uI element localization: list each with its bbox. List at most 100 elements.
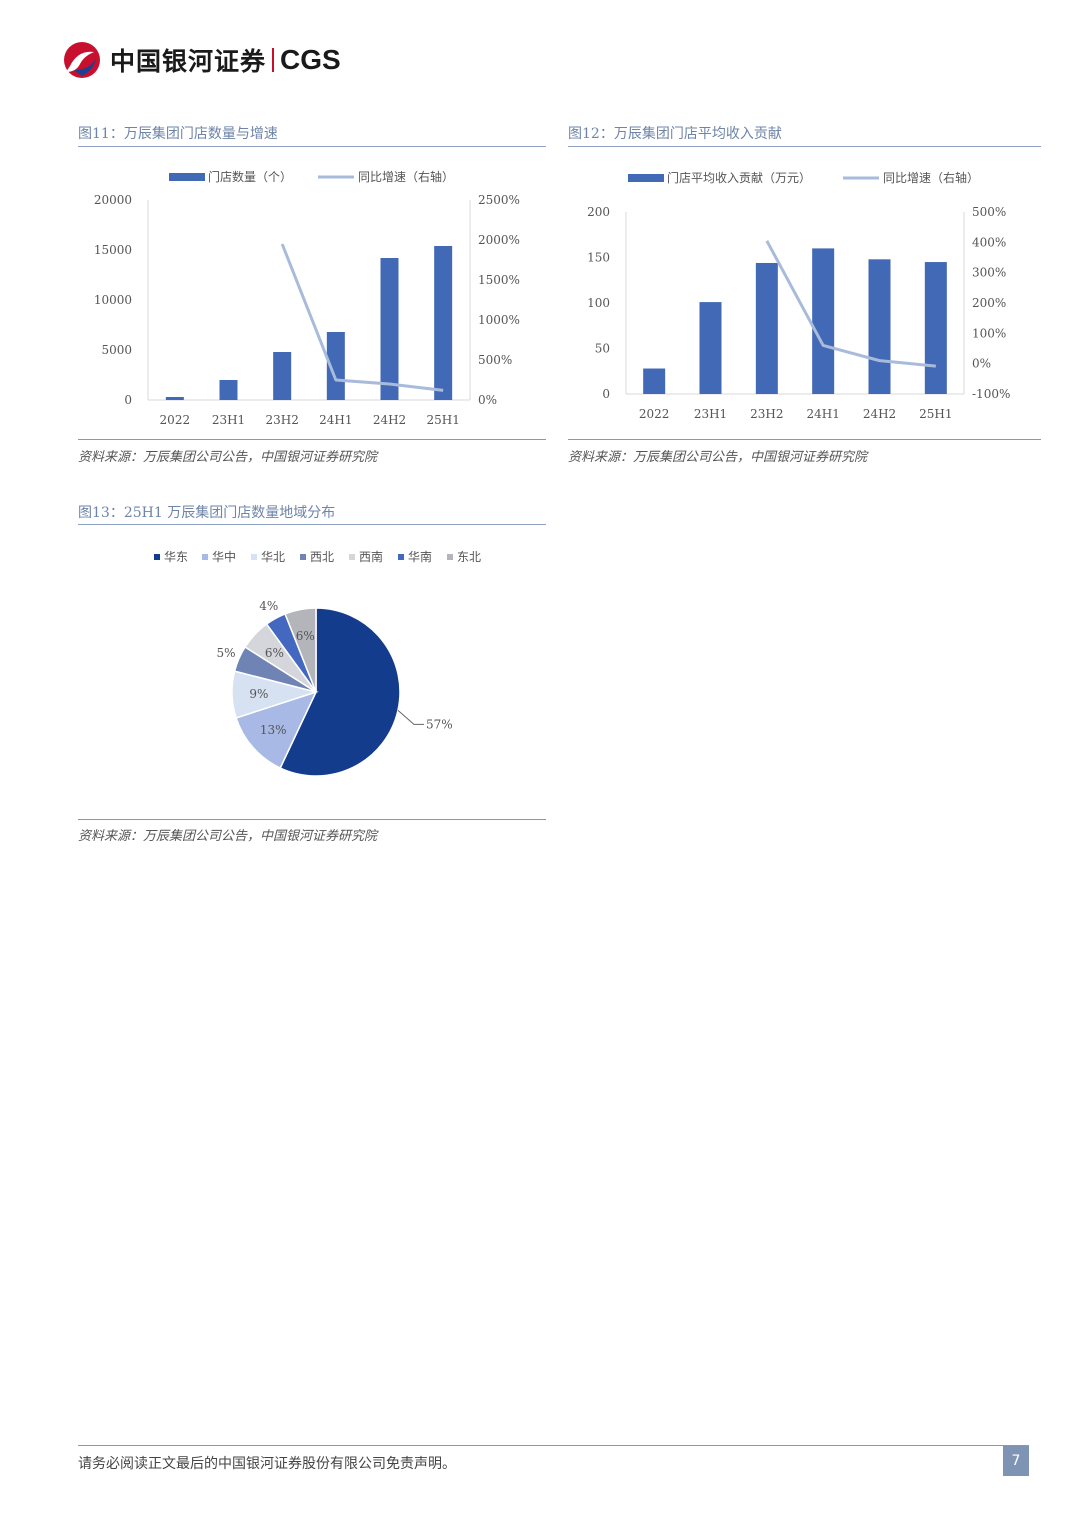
fig11-right-tick: 500% xyxy=(478,353,512,367)
fig13-legend-label: 东北 xyxy=(457,550,481,564)
fig11-right-tick: 2000% xyxy=(478,233,520,247)
fig13-pie-slice xyxy=(284,607,317,693)
fig13-legend-swatch xyxy=(202,554,208,560)
fig13-bottom-rule xyxy=(78,819,546,820)
page-number: 7 xyxy=(1003,1446,1029,1476)
header-logo: 中国银河证券 CGS xyxy=(60,40,341,80)
fig12-left-tick: 50 xyxy=(595,342,610,356)
fig12-bar xyxy=(812,248,835,394)
fig13-legend-label: 华南 xyxy=(408,549,432,564)
fig13-legend-label: 华中 xyxy=(212,549,236,564)
fig13-value-label: 13% xyxy=(260,723,287,737)
fig11-bar xyxy=(273,352,292,400)
fig13-leader-line xyxy=(397,709,424,725)
fig11-bar xyxy=(165,397,184,400)
fig11-x-tick: 24H2 xyxy=(373,413,406,427)
fig11-legend-line-label: 同比增速（右轴） xyxy=(358,169,454,184)
fig13-value-label: 57% xyxy=(426,717,453,731)
fig13-legend-swatch xyxy=(154,554,160,560)
fig13-legend-swatch xyxy=(398,554,404,560)
fig11-bar xyxy=(326,332,345,400)
fig12-legend-bar-swatch xyxy=(628,174,664,182)
fig13-legend-swatch xyxy=(349,554,355,560)
fig11-bottom-rule xyxy=(78,439,546,440)
cgs-logo-icon xyxy=(64,42,100,78)
fig12-growth-line xyxy=(765,240,936,368)
fig11-title-rule xyxy=(78,146,546,147)
fig12-right-tick: 100% xyxy=(972,326,1006,340)
fig12-title: 图12：万辰集团门店平均收入贡献 xyxy=(568,126,782,142)
fig13-legend-label: 西北 xyxy=(310,550,334,564)
fig11-right-tick: 2500% xyxy=(478,193,520,207)
fig12-title-rule xyxy=(568,146,1041,147)
fig11-right-tick: 1000% xyxy=(478,313,520,327)
fig13-value-label: 6% xyxy=(296,629,315,643)
fig12-bottom-rule xyxy=(568,439,1041,440)
fig13-title: 图13：25H1 万辰集团门店数量地域分布 xyxy=(78,505,336,521)
fig13-chart: 华东 华中 华北 西北 西南 华南 东北 57% 13% 9% 5% 6% 4% 6% xyxy=(154,549,481,777)
fig11-left-tick: 5000 xyxy=(101,343,132,357)
footer-disclaimer: 请务必阅读正文最后的中国银河证券股份有限公司免责声明。 xyxy=(78,1456,456,1472)
fig12-left-tick: 200 xyxy=(587,205,610,219)
fig12-x-tick: 2022 xyxy=(639,407,670,421)
fig12-chart: 门店平均收入贡献（万元） 同比增速（右轴） 0 50 100 150 200 -100% 0% 1… xyxy=(587,170,1010,421)
fig11-x-tick: 23H2 xyxy=(265,413,298,427)
fig11-left-tick: 0 xyxy=(124,393,132,407)
logo-text-cn: 中国银河证券 xyxy=(110,47,267,76)
fig12-source: 资料来源：万辰集团公司公告，中国银河证券研究院 xyxy=(568,450,868,465)
fig13-value-label: 4% xyxy=(259,599,278,613)
fig12-right-tick: 500% xyxy=(972,205,1006,219)
fig13-title-rule xyxy=(78,524,546,525)
fig11-growth-line xyxy=(280,243,444,392)
fig11-bar xyxy=(219,380,238,400)
fig11-right-tick: 0% xyxy=(478,393,497,407)
fig13-value-label: 6% xyxy=(265,646,284,660)
fig12-right-tick: 300% xyxy=(972,266,1006,280)
fig13-value-label: 9% xyxy=(249,687,268,701)
fig11-x-tick: 23H1 xyxy=(212,413,245,427)
fig12-bar xyxy=(868,259,891,394)
fig12-bar xyxy=(755,262,778,394)
fig13-legend-swatch xyxy=(251,554,257,560)
fig11-bar xyxy=(434,246,453,400)
fig13-legend-label: 华东 xyxy=(164,550,188,564)
fig12-x-tick: 24H1 xyxy=(806,407,839,421)
fig13-source: 资料来源：万辰集团公司公告，中国银河证券研究院 xyxy=(78,829,378,844)
logo-separator xyxy=(272,48,275,72)
fig11-bar xyxy=(380,258,399,400)
fig12-left-tick: 100 xyxy=(587,296,610,310)
fig12-left-tick: 150 xyxy=(587,251,610,265)
fig12-bar xyxy=(699,302,722,394)
fig11-left-tick: 10000 xyxy=(94,293,132,307)
fig12-bar xyxy=(643,368,666,394)
fig11-x-tick: 25H1 xyxy=(426,413,459,427)
fig12-x-tick: 25H1 xyxy=(919,407,952,421)
fig11-x-tick: 2022 xyxy=(160,413,191,427)
fig11-right-tick: 1500% xyxy=(478,273,520,287)
fig12-right-tick: 200% xyxy=(972,296,1006,310)
fig13-legend-swatch xyxy=(447,554,453,560)
fig11-left-tick: 15000 xyxy=(94,243,132,257)
fig12-x-tick: 23H1 xyxy=(694,407,727,421)
fig11-chart: 门店数量（个） 同比增速（右轴） 0 5000 10000 15000 20000 0% 500… xyxy=(94,169,520,427)
fig11-source: 资料来源：万辰集团公司公告，中国银河证券研究院 xyxy=(78,450,378,465)
fig13-pie-slice xyxy=(235,690,318,770)
footer-rule xyxy=(78,1445,1029,1446)
fig12-x-tick: 24H2 xyxy=(863,407,896,421)
fig13-legend-label: 华北 xyxy=(261,550,285,564)
fig12-x-tick: 23H2 xyxy=(750,407,783,421)
fig13-value-label: 5% xyxy=(217,646,236,660)
fig12-right-tick: 0% xyxy=(972,357,991,371)
fig12-legend-line-label: 同比增速（右轴） xyxy=(883,170,979,185)
fig11-left-tick: 20000 xyxy=(94,193,132,207)
fig12-legend-bar-label: 门店平均收入贡献（万元） xyxy=(667,170,811,185)
fig11-x-tick: 24H1 xyxy=(319,413,352,427)
fig11-legend-bar-swatch xyxy=(169,173,205,181)
fig13-legend-label: 西南 xyxy=(359,549,383,564)
logo-text-en: CGS xyxy=(280,44,341,75)
fig11-legend-bar-label: 门店数量（个） xyxy=(208,169,292,184)
fig11-title: 图11：万辰集团门店数量与增速 xyxy=(78,126,278,142)
fig12-bar xyxy=(924,262,947,394)
fig13-legend-swatch xyxy=(300,554,306,560)
fig12-right-tick: -100% xyxy=(972,387,1010,401)
